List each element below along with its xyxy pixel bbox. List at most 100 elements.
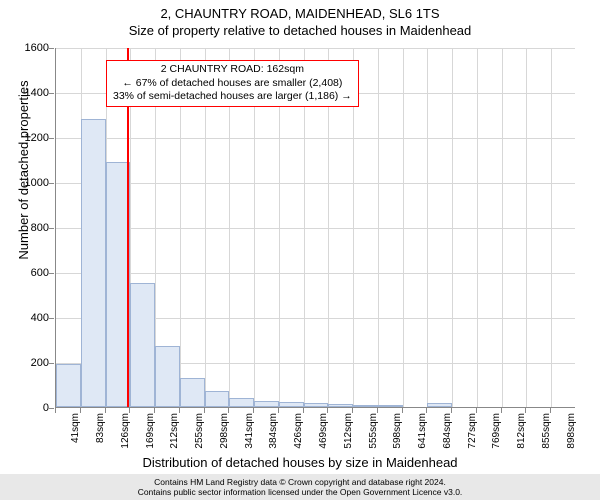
x-tick-mark [228, 408, 229, 413]
x-tick-label: 426sqm [293, 413, 304, 449]
histogram-bar [304, 403, 329, 407]
grid-line-horizontal [56, 48, 575, 49]
x-tick-label: 727sqm [467, 413, 478, 449]
x-tick-mark [80, 408, 81, 413]
y-tick-mark [49, 93, 54, 94]
grid-line-vertical [403, 48, 404, 407]
footer-attribution: Contains HM Land Registry data © Crown c… [0, 474, 600, 500]
y-tick-mark [49, 138, 54, 139]
grid-line-vertical [502, 48, 503, 407]
x-tick-label: 812sqm [516, 413, 527, 449]
histogram-bar [81, 119, 106, 407]
histogram-bar [378, 405, 403, 407]
x-tick-mark [451, 408, 452, 413]
x-tick-label: 41sqm [70, 413, 81, 443]
grid-line-horizontal [56, 228, 575, 229]
histogram-bar [254, 401, 279, 407]
x-tick-label: 598sqm [392, 413, 403, 449]
x-tick-label: 83sqm [95, 413, 106, 443]
x-axis-label: Distribution of detached houses by size … [0, 455, 600, 470]
annotation-line: 33% of semi-detached houses are larger (… [113, 90, 352, 104]
y-tick-label: 800 [9, 222, 49, 234]
x-tick-label: 684sqm [442, 413, 453, 449]
y-tick-label: 1600 [9, 42, 49, 54]
histogram-bar [130, 283, 155, 407]
x-tick-mark [204, 408, 205, 413]
y-tick-mark [49, 363, 54, 364]
page-title-subtitle: Size of property relative to detached ho… [0, 23, 600, 38]
x-tick-label: 384sqm [268, 413, 279, 449]
x-tick-mark [129, 408, 130, 413]
x-tick-mark [179, 408, 180, 413]
y-tick-mark [49, 408, 54, 409]
x-tick-mark [278, 408, 279, 413]
x-tick-mark [501, 408, 502, 413]
grid-line-horizontal [56, 138, 575, 139]
histogram-bar [353, 405, 378, 407]
grid-line-horizontal [56, 273, 575, 274]
x-tick-mark [253, 408, 254, 413]
x-tick-mark [476, 408, 477, 413]
histogram-bar [155, 346, 180, 407]
x-tick-mark [303, 408, 304, 413]
x-tick-mark [154, 408, 155, 413]
histogram-bar [229, 398, 254, 407]
x-tick-container: 41sqm83sqm126sqm169sqm212sqm255sqm298sqm… [55, 409, 575, 459]
chart-area: 02004006008001000120014001600 2 CHAUNTRY… [55, 48, 575, 408]
y-tick-mark [49, 228, 54, 229]
grid-line-vertical [452, 48, 453, 407]
histogram-bar [328, 404, 353, 407]
x-tick-mark [550, 408, 551, 413]
x-tick-label: 341sqm [244, 413, 255, 449]
grid-line-horizontal [56, 183, 575, 184]
x-tick-label: 555sqm [368, 413, 379, 449]
y-tick-label: 600 [9, 267, 49, 279]
histogram-bar [56, 364, 81, 407]
x-tick-mark [402, 408, 403, 413]
grid-line-vertical [427, 48, 428, 407]
x-tick-label: 769sqm [491, 413, 502, 449]
y-tick-label: 1000 [9, 177, 49, 189]
x-tick-label: 898sqm [566, 413, 577, 449]
histogram-bar [180, 378, 205, 407]
x-tick-label: 469sqm [318, 413, 329, 449]
x-tick-mark [352, 408, 353, 413]
y-tick-mark [49, 318, 54, 319]
histogram-bar [279, 402, 304, 407]
histogram-bar [205, 391, 230, 407]
y-tick-label: 400 [9, 312, 49, 324]
footer-line1: Contains HM Land Registry data © Crown c… [0, 477, 600, 487]
annotation-line: ← 67% of detached houses are smaller (2,… [113, 77, 352, 91]
y-tick-mark [49, 183, 54, 184]
annotation-line: 2 CHAUNTRY ROAD: 162sqm [113, 63, 352, 77]
x-tick-label: 212sqm [169, 413, 180, 449]
y-tick-label: 1200 [9, 132, 49, 144]
x-tick-label: 169sqm [145, 413, 156, 449]
x-tick-mark [55, 408, 56, 413]
x-tick-label: 641sqm [417, 413, 428, 449]
x-tick-mark [525, 408, 526, 413]
grid-line-vertical [526, 48, 527, 407]
x-tick-label: 298sqm [219, 413, 230, 449]
x-tick-label: 855sqm [541, 413, 552, 449]
x-tick-mark [426, 408, 427, 413]
y-tick-mark [49, 273, 54, 274]
x-tick-label: 255sqm [194, 413, 205, 449]
x-tick-mark [105, 408, 106, 413]
histogram-bar [427, 403, 452, 407]
y-tick-label: 0 [9, 402, 49, 414]
page-title-address: 2, CHAUNTRY ROAD, MAIDENHEAD, SL6 1TS [0, 6, 600, 21]
grid-line-vertical [551, 48, 552, 407]
y-tick-container: 02004006008001000120014001600 [7, 48, 53, 408]
plot-area: 2 CHAUNTRY ROAD: 162sqm← 67% of detached… [55, 48, 575, 408]
y-tick-label: 200 [9, 357, 49, 369]
y-tick-mark [49, 48, 54, 49]
grid-line-vertical [477, 48, 478, 407]
grid-line-vertical [378, 48, 379, 407]
annotation-box: 2 CHAUNTRY ROAD: 162sqm← 67% of detached… [106, 60, 359, 107]
footer-line2: Contains public sector information licen… [0, 487, 600, 497]
x-tick-label: 512sqm [343, 413, 354, 449]
x-tick-mark [327, 408, 328, 413]
x-tick-mark [377, 408, 378, 413]
y-tick-label: 1400 [9, 87, 49, 99]
